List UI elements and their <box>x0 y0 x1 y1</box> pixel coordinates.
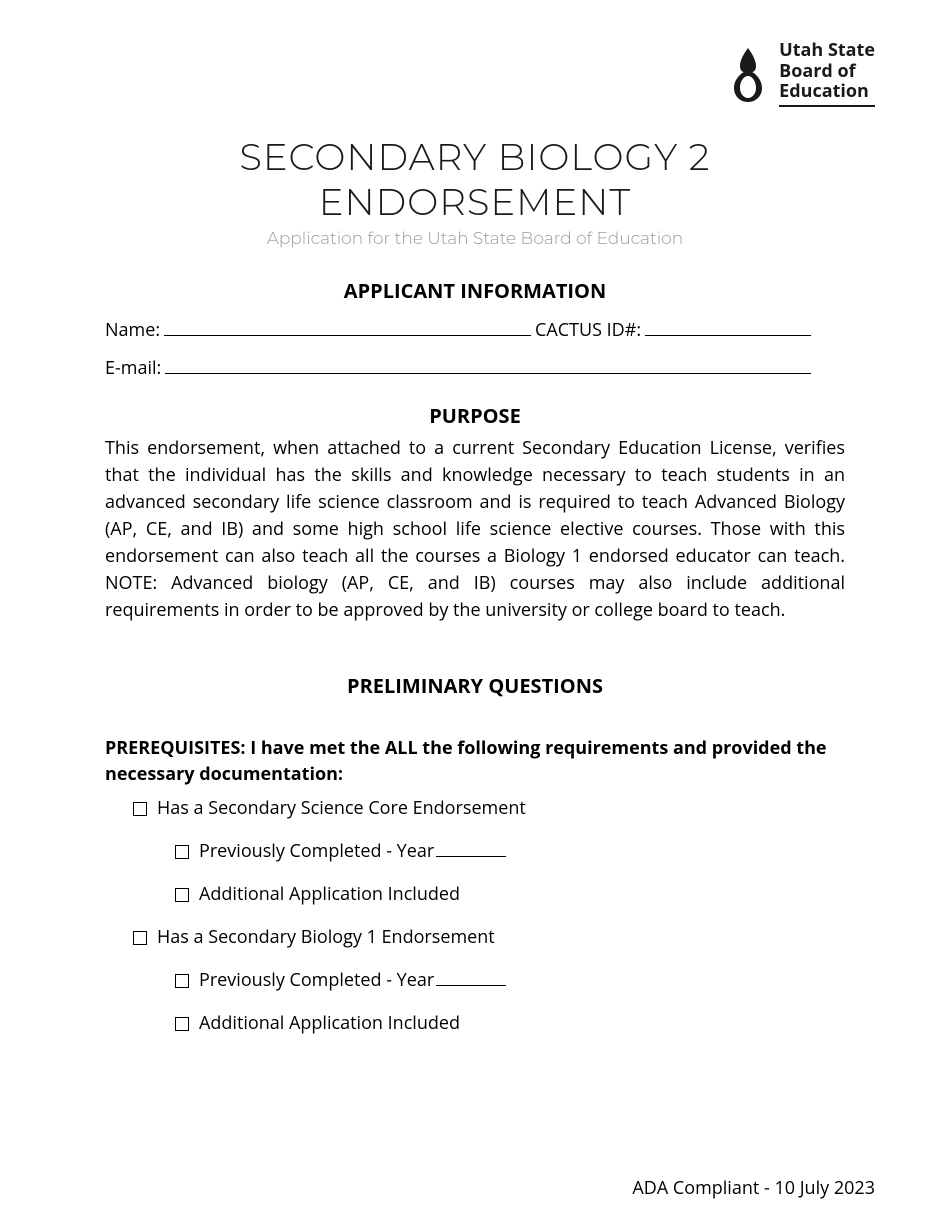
purpose-heading: PURPOSE <box>105 402 845 429</box>
email-input-line[interactable] <box>165 356 811 374</box>
name-cactus-row: Name: CACTUS ID#: <box>105 318 845 342</box>
page-title: SECONDARY BIOLOGY 2 ENDORSEMENT <box>105 135 845 225</box>
year-input-2[interactable] <box>436 972 506 986</box>
checkbox-item-prev-completed-2: Previously Completed - Year <box>175 967 845 994</box>
checkbox-additional-1[interactable] <box>175 888 189 902</box>
checkbox-item-additional-2: Additional Application Included <box>175 1010 845 1037</box>
name-label: Name: <box>105 318 160 342</box>
logo: Utah State Board of Education <box>726 40 875 107</box>
checkbox-biology-1[interactable] <box>133 931 147 945</box>
checkbox-science-core[interactable] <box>133 802 147 816</box>
email-label: E-mail: <box>105 356 161 380</box>
checkbox-label: Has a Secondary Biology 1 Endorsement <box>157 924 495 951</box>
checkbox-label: Previously Completed - Year <box>199 838 434 865</box>
preliminary-heading: PRELIMINARY QUESTIONS <box>105 672 845 699</box>
purpose-text: This endorsement, when attached to a cur… <box>105 435 845 624</box>
checkbox-prev-completed-2[interactable] <box>175 974 189 988</box>
checkbox-item-science-core: Has a Secondary Science Core Endorsement <box>133 795 845 822</box>
checkbox-label: Additional Application Included <box>199 1010 460 1037</box>
checkbox-additional-2[interactable] <box>175 1017 189 1031</box>
checkbox-label: Previously Completed - Year <box>199 967 434 994</box>
logo-line-2: Board of <box>779 61 875 82</box>
checkbox-label: Additional Application Included <box>199 881 460 908</box>
checkbox-item-additional-1: Additional Application Included <box>175 881 845 908</box>
logo-line-3: Education <box>779 81 875 102</box>
cactus-label: CACTUS ID#: <box>535 318 641 342</box>
checkbox-item-biology-1: Has a Secondary Biology 1 Endorsement <box>133 924 845 951</box>
checkbox-label: Has a Secondary Science Core Endorsement <box>157 795 526 822</box>
prereq-intro: PREREQUISITES: I have met the ALL the fo… <box>105 735 845 787</box>
year-input-1[interactable] <box>436 843 506 857</box>
applicant-heading: APPLICANT INFORMATION <box>105 277 845 304</box>
page-subtitle: Application for the Utah State Board of … <box>105 229 845 249</box>
footer-text: ADA Compliant - 10 July 2023 <box>632 1176 875 1200</box>
checkbox-item-prev-completed-1: Previously Completed - Year <box>175 838 845 865</box>
flame-icon <box>726 44 771 104</box>
cactus-input-line[interactable] <box>645 318 811 336</box>
name-input-line[interactable] <box>164 318 531 336</box>
checkbox-prev-completed-1[interactable] <box>175 845 189 859</box>
logo-line-1: Utah State <box>779 40 875 61</box>
logo-text: Utah State Board of Education <box>779 40 875 107</box>
email-row: E-mail: <box>105 356 845 380</box>
